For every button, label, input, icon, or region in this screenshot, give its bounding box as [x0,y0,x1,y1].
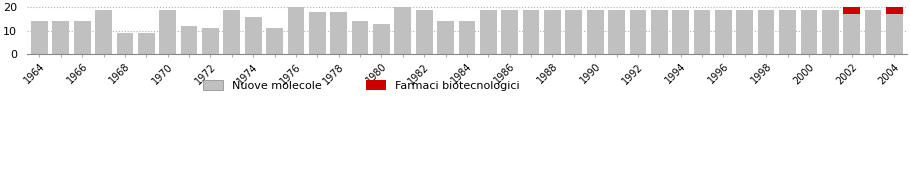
Legend: Nuove molecole, Farmaci biotecnologici: Nuove molecole, Farmaci biotecnologici [198,76,524,95]
Bar [864,10,882,54]
Bar [352,21,369,54]
Bar [74,21,90,54]
Bar [736,10,753,54]
Bar [181,26,197,54]
Bar [373,24,389,54]
Bar [288,7,304,54]
Bar [437,21,454,54]
Bar [330,12,347,54]
Bar [844,14,860,54]
Bar [672,10,689,54]
Bar [202,28,218,54]
Bar [480,10,497,54]
Bar [416,10,432,54]
Bar [459,21,475,54]
Bar [886,14,903,54]
Bar [522,10,540,54]
Bar [630,10,646,54]
Bar [267,28,283,54]
Bar [245,17,261,54]
Bar [587,10,603,54]
Bar [159,10,176,54]
Bar [758,10,774,54]
Bar [886,7,903,14]
Bar [801,10,817,54]
Bar [116,33,133,54]
Bar [693,10,711,54]
Bar [779,10,796,54]
Bar [31,21,48,54]
Bar [608,10,625,54]
Bar [501,10,518,54]
Bar [309,12,326,54]
Bar [565,10,582,54]
Bar [544,10,561,54]
Bar [394,7,411,54]
Bar [715,10,732,54]
Bar [138,33,155,54]
Bar [822,10,839,54]
Bar [651,10,668,54]
Bar [224,10,240,54]
Bar [844,7,860,14]
Bar [53,21,69,54]
Bar [96,10,112,54]
